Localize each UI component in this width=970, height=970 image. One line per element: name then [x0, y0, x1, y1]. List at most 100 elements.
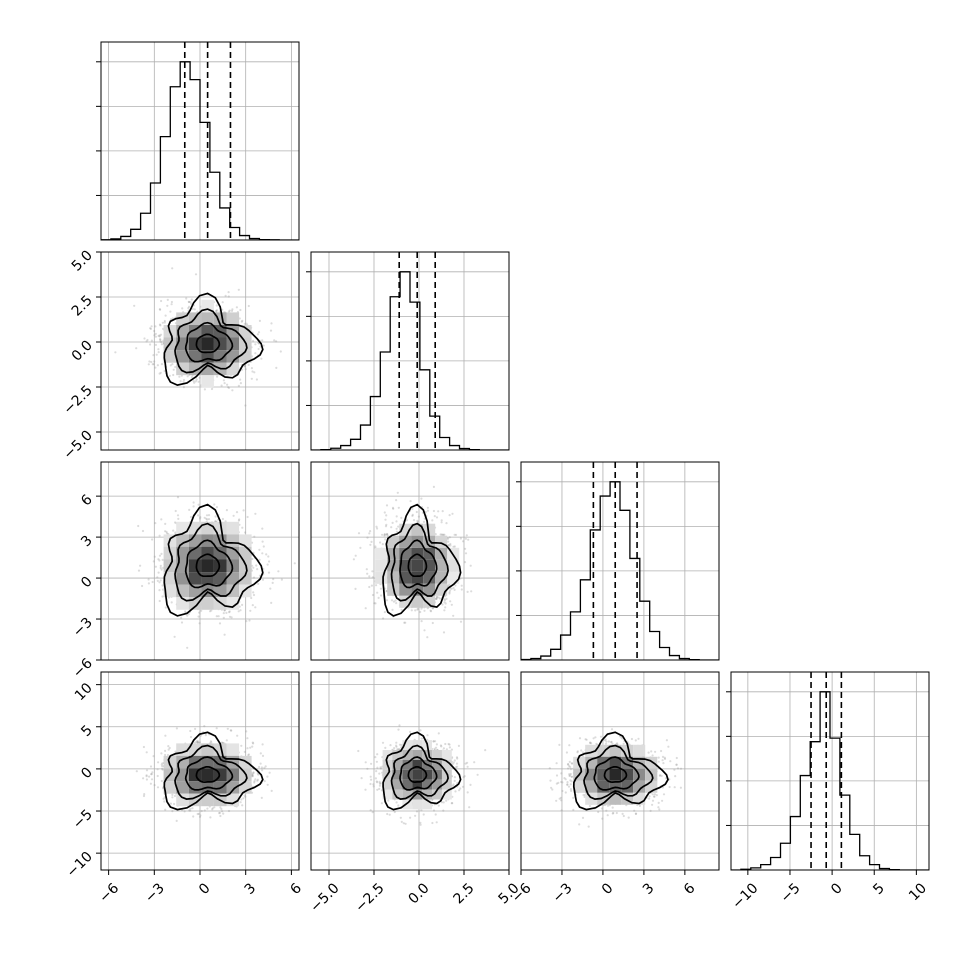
scatter-point	[186, 375, 189, 378]
scatter-point	[193, 381, 196, 384]
scatter-point	[175, 727, 178, 730]
scatter-point	[160, 299, 163, 303]
scatter-point	[149, 782, 152, 785]
scatter-point	[423, 629, 426, 632]
density-cell	[412, 789, 423, 800]
density-cell	[188, 521, 202, 535]
scatter-point	[466, 590, 469, 594]
scatter-point	[364, 788, 367, 791]
density-cell	[387, 571, 400, 584]
density-cell	[402, 769, 413, 780]
density-cell	[411, 571, 424, 584]
scatter-point	[160, 363, 164, 366]
scatter-point	[161, 595, 164, 598]
density-cell	[585, 756, 598, 769]
scatter-point	[417, 515, 420, 518]
scatter-point	[373, 602, 376, 605]
density-cell	[392, 759, 403, 770]
scatter-point	[163, 321, 166, 324]
density-cell	[435, 571, 448, 584]
scatter-point	[555, 774, 559, 777]
scatter-point	[226, 383, 229, 386]
scatter-point	[258, 548, 261, 551]
scatter-point	[145, 774, 148, 777]
scatter-point	[380, 802, 383, 805]
scatter-point	[576, 750, 579, 753]
density-cell	[402, 779, 413, 790]
scatter-point	[141, 529, 145, 533]
scatter-point	[379, 782, 382, 785]
scatter-point	[657, 801, 660, 805]
scatter-point	[198, 622, 201, 625]
density-cell	[423, 583, 436, 596]
scatter-point	[253, 535, 256, 538]
scatter-point	[560, 780, 563, 784]
scatter-point	[395, 801, 398, 804]
scatter-point	[157, 334, 160, 338]
scatter-point	[215, 304, 218, 307]
scatter-point	[657, 806, 660, 809]
density-cell	[375, 571, 388, 584]
scatter-point	[176, 496, 180, 499]
scatter-point	[255, 378, 258, 381]
scatter-point	[220, 807, 223, 811]
scatter-point	[251, 604, 254, 607]
scatter-point	[566, 783, 569, 786]
scatter-point	[198, 815, 202, 819]
scatter-point	[160, 518, 163, 521]
scatter-point	[187, 613, 190, 616]
scatter-point	[174, 509, 177, 513]
scatter-point	[188, 300, 191, 304]
scatter-point	[370, 778, 373, 781]
scatter-point	[435, 595, 438, 599]
scatter-point	[229, 729, 232, 732]
scatter-point	[194, 380, 197, 383]
density-cell	[412, 799, 423, 810]
scatter-point	[268, 771, 271, 774]
scatter-point	[255, 564, 258, 567]
scatter-point	[581, 751, 585, 754]
joint-content	[311, 462, 509, 660]
scatter-point	[158, 534, 161, 537]
scatter-point	[381, 543, 384, 546]
density-cell	[213, 337, 227, 351]
scatter-point	[459, 787, 462, 790]
scatter-point	[253, 781, 256, 784]
scatter-point	[634, 812, 638, 816]
scatter-point	[385, 599, 389, 602]
density-cell	[201, 559, 214, 573]
scatter-point	[261, 339, 264, 342]
scatter-point	[664, 777, 668, 780]
density-cell	[422, 799, 432, 810]
scatter-point	[379, 767, 382, 770]
scatter-point	[607, 740, 611, 743]
scatter-point	[451, 763, 454, 766]
scatter-point	[228, 615, 232, 618]
scatter-point	[395, 499, 398, 502]
scatter-point	[434, 746, 438, 749]
scatter-point	[595, 742, 598, 746]
density-cell	[447, 559, 460, 572]
panel-frame	[100, 41, 300, 241]
scatter-point	[247, 754, 250, 757]
scatter-point	[187, 307, 190, 310]
scatter-point	[633, 809, 636, 812]
scatter-point	[561, 781, 564, 784]
x-tick-label-1-2: 0.0	[406, 880, 433, 907]
scatter-point	[197, 615, 200, 618]
scatter-point	[164, 606, 167, 609]
scatter-point	[223, 382, 226, 385]
scatter-point	[434, 813, 437, 816]
scatter-point	[400, 516, 403, 520]
scatter-point	[219, 814, 222, 818]
scatter-point	[151, 538, 154, 541]
scatter-point	[610, 740, 613, 744]
x-tick-label-1-0: −5.0	[307, 880, 342, 915]
scatter-point	[399, 816, 402, 819]
scatter-point	[221, 517, 224, 521]
scatter-point	[568, 773, 571, 776]
y-tick-label-1-0: −5.0	[60, 428, 95, 463]
scatter-point	[150, 773, 153, 776]
scatter-point	[203, 516, 206, 519]
scatter-point	[159, 564, 162, 568]
